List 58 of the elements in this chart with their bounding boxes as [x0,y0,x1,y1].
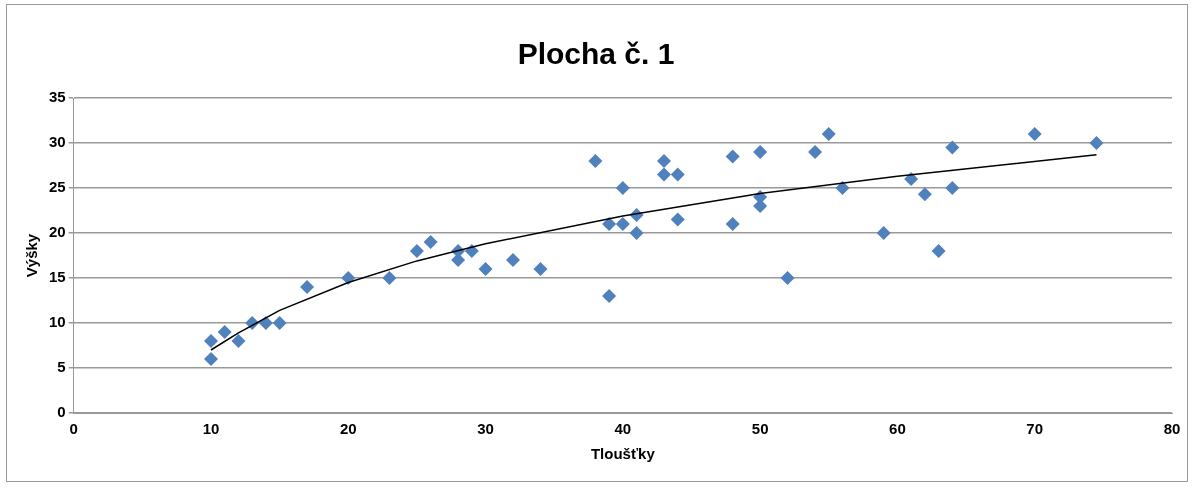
y-tick-label: 25 [49,178,66,196]
point [409,244,424,258]
point [533,262,548,276]
x-tick-label: 70 [1026,420,1044,438]
point [821,127,836,141]
y-tick-label: 20 [49,223,66,241]
y-tick-label: 35 [49,88,66,106]
point [1089,136,1104,150]
point [506,253,521,267]
x-tick-label: 60 [889,420,906,438]
x-tick-label: 30 [477,420,494,438]
point [808,145,823,159]
point [602,217,617,231]
point [382,271,397,285]
point [615,181,630,195]
point [272,316,287,330]
point [615,217,630,231]
chart-title: Plocha č. 1 [517,37,675,71]
x-tick-label: 20 [339,420,357,438]
x-tick-label: 40 [614,420,632,438]
point [945,181,960,195]
point [203,334,218,348]
point [753,199,768,213]
point [657,167,672,182]
point [876,226,891,240]
point [588,154,603,168]
point [231,334,246,348]
y-tick-label: 30 [49,133,66,151]
point [629,226,644,240]
point [670,167,685,182]
x-tick-label: 80 [1163,420,1181,438]
y-tick-label: 15 [49,268,66,286]
x-tick-label: 0 [69,420,78,438]
point [780,271,795,285]
point [423,235,438,249]
point [1027,127,1042,141]
point [917,187,932,202]
y-axis-title: Výšky [23,233,41,278]
point [931,244,946,258]
x-axis-title: Tloušťky [590,445,656,463]
point [753,145,768,159]
point [657,154,672,168]
point [670,212,685,227]
y-tick-label: 0 [57,403,66,421]
point [945,140,960,155]
x-tick-label: 50 [751,420,769,438]
x-tick-label: 10 [202,420,220,438]
point [478,262,493,276]
y-tick-label: 10 [49,313,66,331]
y-tick-label: 5 [57,358,66,376]
point [835,181,850,195]
point [602,289,617,303]
point [203,352,218,366]
point [725,217,740,231]
point [341,271,356,285]
point [217,325,232,339]
point [300,280,315,294]
point [725,149,740,164]
